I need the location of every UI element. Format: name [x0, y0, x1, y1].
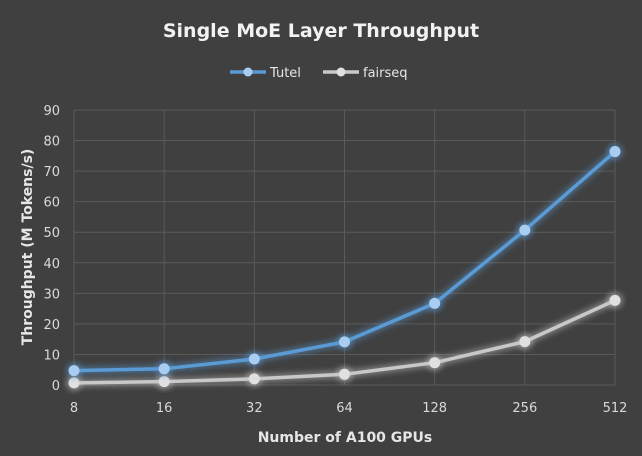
- y-tick-label: 50: [43, 226, 60, 241]
- grid: [73, 109, 616, 386]
- data-point: [429, 357, 441, 369]
- legend-item-tutel: Tutel: [230, 66, 301, 81]
- y-tick-label: 10: [43, 348, 60, 363]
- legend-item-fairseq: fairseq: [323, 66, 408, 81]
- x-axis-label: Number of A100 GPUs: [258, 430, 433, 446]
- x-tick-label: 256: [512, 401, 537, 416]
- x-tick-label: 64: [336, 401, 353, 416]
- data-point: [158, 376, 170, 388]
- x-tick-label: 32: [246, 401, 263, 416]
- legend-label: Tutel: [269, 66, 301, 81]
- y-tick-label: 80: [43, 135, 60, 150]
- data-point: [519, 224, 531, 236]
- x-tick-label: 512: [603, 401, 628, 416]
- data-point: [68, 377, 80, 389]
- data-point: [158, 363, 170, 375]
- x-axis-ticks: 8 16 32 64 128 256 512: [70, 401, 628, 416]
- data-point: [609, 146, 621, 158]
- series-group: [66, 143, 623, 391]
- series-fairseq: [66, 292, 623, 391]
- data-point: [519, 336, 531, 348]
- data-point: [609, 294, 621, 306]
- y-tick-label: 0: [52, 379, 60, 394]
- series-tutel: [66, 143, 623, 379]
- legend-marker: [243, 67, 253, 77]
- x-tick-label: 128: [422, 401, 447, 416]
- y-tick-label: 60: [43, 196, 60, 211]
- x-tick-label: 16: [156, 401, 173, 416]
- y-axis-label: Throughput (M Tokens/s): [20, 149, 36, 346]
- data-point: [339, 336, 350, 348]
- y-axis-ticks: 0 10 20 30 40 50 60 70 80 90: [43, 104, 60, 394]
- data-point: [339, 368, 350, 380]
- y-tick-label: 30: [43, 287, 60, 302]
- data-point: [429, 297, 441, 309]
- y-tick-label: 90: [43, 104, 60, 119]
- y-tick-label: 40: [43, 257, 60, 272]
- legend: Tutel fairseq: [230, 66, 408, 81]
- data-point: [248, 373, 260, 385]
- x-tick-label: 8: [70, 401, 78, 416]
- legend-marker: [336, 67, 346, 77]
- legend-label: fairseq: [363, 66, 408, 81]
- data-point: [248, 353, 260, 365]
- data-point: [68, 365, 80, 377]
- y-tick-label: 70: [43, 165, 60, 180]
- chart-title: Single MoE Layer Throughput: [163, 20, 479, 42]
- y-tick-label: 20: [43, 318, 60, 333]
